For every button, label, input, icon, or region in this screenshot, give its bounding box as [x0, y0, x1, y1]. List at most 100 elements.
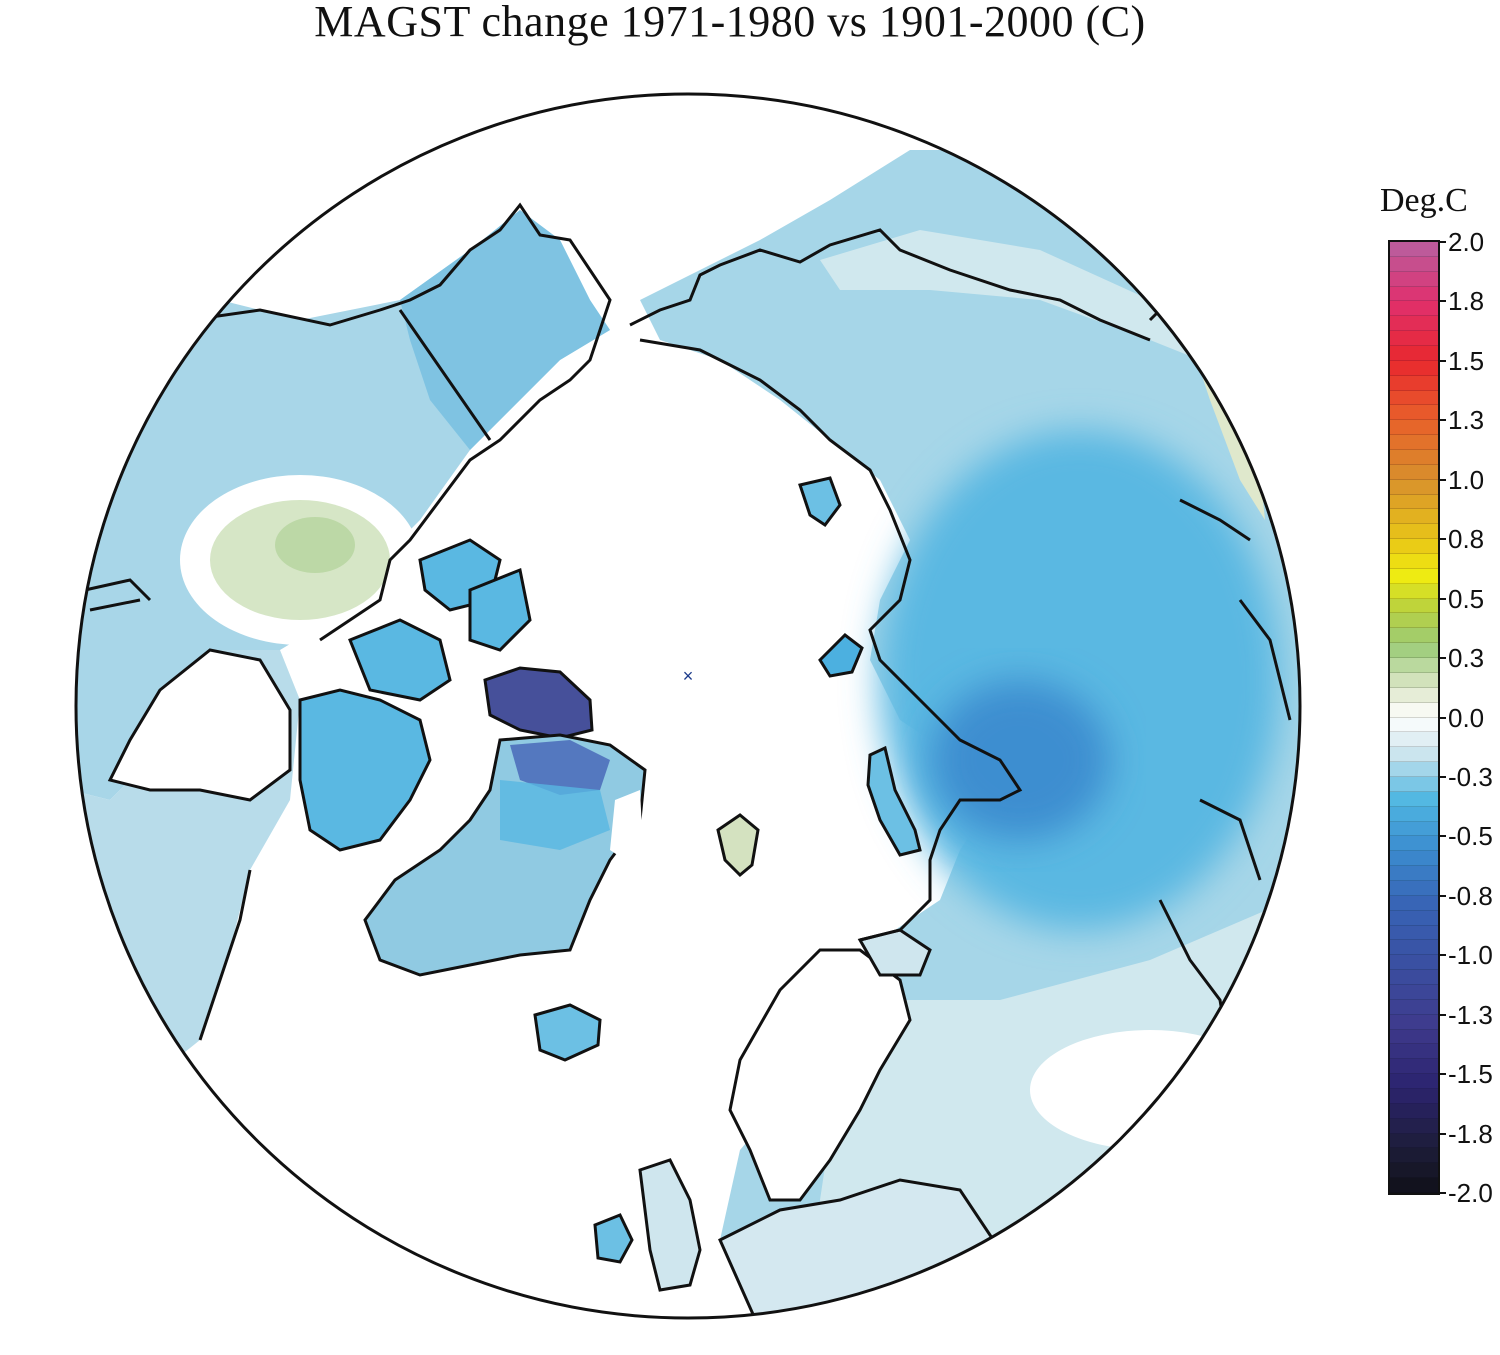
colorbar-tick-mark: [1440, 657, 1446, 660]
colorbar-band: [1390, 271, 1438, 287]
colorbar-band: [1390, 628, 1438, 644]
colorbar-band: [1390, 658, 1438, 673]
colorbar-band: [1390, 242, 1438, 257]
colorbar-tick-mark: [1440, 241, 1446, 243]
colorbar-band: [1390, 895, 1438, 911]
colorbar-band: [1390, 509, 1438, 525]
colorbar-tick-mark: [1440, 419, 1446, 422]
colorbar-band: [1390, 286, 1438, 302]
colorbar-tick-mark: [1440, 716, 1446, 719]
colorbar-band: [1390, 806, 1438, 822]
colorbar-tick-label: 2.0: [1448, 227, 1485, 257]
land-britain: [638, 1158, 702, 1292]
land-archipelago-a: [348, 618, 452, 702]
hudson-bay: [107, 648, 292, 802]
colorbar-band: [1390, 776, 1438, 792]
colorbar-tick-label: -0.3: [1448, 761, 1493, 792]
coastline-north-america: [189, 202, 612, 642]
colorbar-tick-label: 0.0: [1448, 702, 1485, 733]
colorbar-band: [1390, 316, 1438, 332]
globe-outline: [74, 92, 1302, 1320]
colorbar-tick-mark: [1440, 1192, 1446, 1194]
colorbar-band: [1390, 524, 1438, 540]
warm-core-canada: [275, 517, 355, 573]
coastline-west-canada: [84, 578, 252, 1041]
colorbar-tick-mark: [1440, 300, 1446, 303]
colorbar-band: [1390, 984, 1438, 1000]
map-title: MAGST change 1971-1980 vs 1901-2000 (C): [314, 0, 1146, 46]
colorbar-band: [1390, 464, 1438, 480]
colorbar-band: [1390, 836, 1438, 852]
land-iceland: [533, 1003, 602, 1062]
greenland-east-white: [610, 790, 642, 860]
colorbar-tick-mark: [1440, 894, 1446, 897]
colorbar-band: [1390, 791, 1438, 807]
colorbar-band: [1390, 880, 1438, 896]
colorbar-band: [1390, 256, 1438, 272]
colorbar-band: [1390, 450, 1438, 465]
colorbar-band: [1390, 762, 1438, 777]
land-severnaya: [818, 633, 864, 678]
colorbar-tick-mark: [1440, 775, 1446, 778]
colorbar-tick-label: -1.5: [1448, 1059, 1493, 1090]
colorbar-tick-label: 0.3: [1448, 643, 1485, 674]
colorbar-band: [1390, 435, 1438, 451]
colorbar-band: [1390, 1074, 1438, 1089]
colorbar-band: [1390, 717, 1438, 733]
legend-title: Deg.C: [1380, 182, 1468, 219]
colorbar-tick-mark: [1440, 478, 1446, 481]
colorbar-band: [1390, 1148, 1438, 1164]
greenland-mid: [500, 780, 610, 850]
colorbar-band: [1390, 494, 1438, 510]
colorbar-tick-mark: [1440, 1073, 1446, 1076]
colorbar-tick-label: 1.8: [1448, 286, 1485, 317]
colorbar-band: [1390, 747, 1438, 763]
colorbar-tick-label: 0.5: [1448, 583, 1485, 614]
colorbar-tick-label: 1.5: [1448, 345, 1485, 376]
colorbar-tick-mark: [1440, 538, 1446, 541]
colorbar-band: [1390, 940, 1438, 956]
colorbar-band: [1390, 866, 1438, 881]
colorbar-band: [1390, 346, 1438, 361]
colorbar-band: [1390, 851, 1438, 867]
colorbar-tick-label: -0.8: [1448, 880, 1493, 911]
colorbar-tick-mark: [1440, 1132, 1446, 1135]
colorbar-band: [1390, 479, 1438, 495]
colorbar-band: [1390, 925, 1438, 941]
colorbar-band: [1390, 420, 1438, 436]
colorbar-band: [1390, 1163, 1438, 1179]
colorbar-tick-label: -1.0: [1448, 940, 1493, 971]
colorbar-band: [1390, 732, 1438, 748]
colorbar-tick-label: 1.0: [1448, 464, 1485, 495]
colorbar-tick-label: -2.0: [1448, 1178, 1493, 1208]
land-svalbard: [716, 813, 760, 878]
map-globe: [76, 94, 1300, 1318]
north-pole-marker: ×: [683, 666, 694, 686]
colorbar-band: [1390, 687, 1438, 703]
colorbar-band: [1390, 1178, 1438, 1193]
colorbar-band: [1390, 1118, 1438, 1134]
colorbar-band: [1390, 643, 1438, 659]
colorbar-tick-label: 1.3: [1448, 405, 1485, 436]
colorbar-tick-mark: [1440, 597, 1446, 600]
colorbar-band: [1390, 405, 1438, 421]
land-ellesmere: [483, 666, 594, 740]
colorbar-band: [1390, 583, 1438, 599]
colorbar-band: [1390, 1014, 1438, 1030]
colorbar-band: [1390, 598, 1438, 614]
land-novaya-zemlya: [866, 745, 922, 857]
colorbar-tick-label: 0.8: [1448, 524, 1485, 555]
colorbar-band: [1390, 702, 1438, 718]
colorbar-tick-mark: [1440, 954, 1446, 957]
colorbar-band: [1390, 910, 1438, 926]
colorbar-band: [1390, 301, 1438, 317]
coastline-eurasia-north: [629, 228, 1151, 942]
land-archipelago-c: [468, 567, 532, 652]
land-ireland: [593, 1213, 634, 1264]
colorbar-band: [1390, 1044, 1438, 1060]
land-baffin: [298, 688, 432, 852]
colorbar-band: [1390, 390, 1438, 406]
colorbar-band: [1390, 955, 1438, 971]
colorbar-band: [1390, 821, 1438, 837]
